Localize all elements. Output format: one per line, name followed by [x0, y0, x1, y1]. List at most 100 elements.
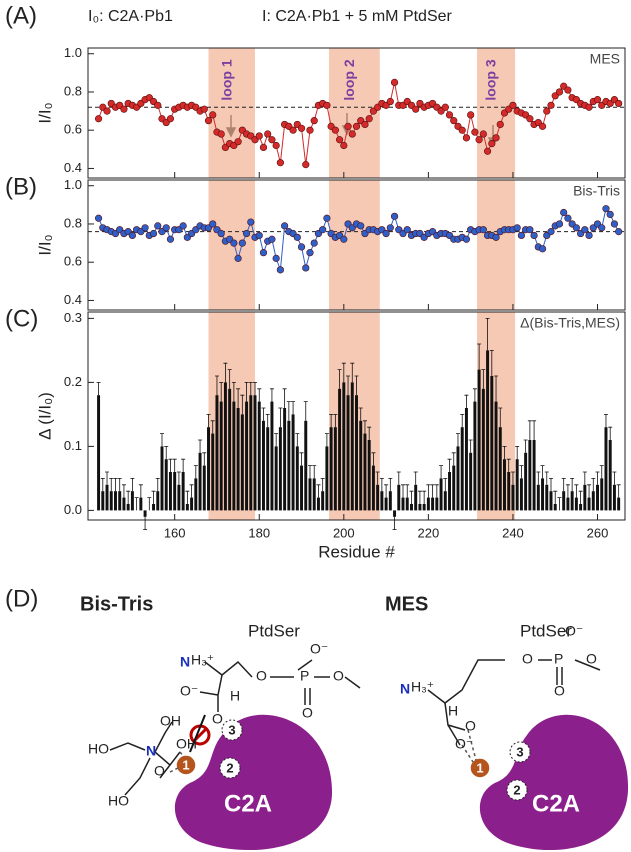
y-tick-label: 0.3: [64, 310, 82, 325]
bar: [541, 478, 545, 511]
data-point: [247, 218, 255, 226]
bar: [126, 504, 130, 511]
error-bar: [443, 478, 448, 492]
error-bar: [274, 433, 279, 447]
bar: [388, 491, 392, 511]
data-point: [103, 107, 111, 115]
bar: [566, 497, 570, 511]
atom: O⁻: [455, 736, 473, 752]
bar: [617, 497, 621, 511]
diagram-title: Bis-Tris: [80, 593, 153, 615]
data-point: [154, 101, 162, 109]
data-point: [128, 231, 136, 240]
data-point: [276, 159, 284, 167]
bar: [105, 484, 109, 511]
atom: N: [400, 681, 410, 697]
data-point: [479, 226, 487, 234]
atom: O: [465, 718, 476, 734]
error-bar: [214, 375, 219, 396]
error-bar: [358, 407, 363, 421]
atom: O: [522, 651, 533, 667]
atom: H₃⁺: [411, 679, 434, 695]
error-bar: [468, 439, 473, 453]
data-point: [365, 115, 373, 123]
error-bar: [257, 388, 262, 402]
data-point: [513, 224, 521, 232]
data-point: [335, 136, 344, 144]
x-tick-label: 220: [418, 525, 440, 540]
data-point: [564, 86, 572, 94]
site-label: 3: [228, 722, 235, 737]
error-bar: [248, 382, 253, 396]
atom: OH: [176, 736, 197, 752]
error-bar: [561, 478, 566, 492]
data-point: [94, 115, 103, 123]
bar: [363, 433, 367, 511]
bar: [346, 395, 350, 511]
bar: [574, 497, 578, 511]
data-point: [272, 141, 280, 150]
bar: [409, 504, 413, 511]
bar: [477, 369, 481, 511]
data-point: [564, 214, 572, 222]
error-bar: [159, 433, 164, 447]
error-bar: [553, 490, 558, 504]
loop-region: [477, 180, 516, 310]
bar: [511, 484, 515, 511]
atom: O: [586, 651, 597, 667]
error-bar: [591, 478, 596, 492]
atom: O: [554, 683, 565, 699]
error-bar: [388, 478, 393, 492]
error-bar: [240, 394, 245, 415]
bar: [164, 459, 168, 511]
atom: O⁻: [180, 683, 198, 699]
bar: [439, 478, 443, 511]
data-point: [488, 139, 496, 148]
error-bar: [113, 478, 118, 492]
bar: [380, 491, 384, 511]
data-point: [615, 228, 623, 236]
bar: [418, 504, 422, 511]
bar: [181, 472, 185, 511]
data-point: [526, 115, 534, 123]
error-bar: [126, 490, 131, 504]
data-point: [268, 235, 276, 243]
bar: [448, 472, 452, 511]
panel-label: Δ(Bis-Tris,MES): [520, 315, 620, 331]
bar: [190, 497, 194, 511]
atom: H₃⁺: [191, 652, 214, 668]
site: [506, 779, 528, 801]
data-point: [276, 266, 284, 274]
data-point: [543, 107, 551, 115]
error-bar: [185, 490, 190, 504]
data-point: [166, 115, 175, 123]
data-point: [526, 226, 534, 234]
site-label: 3: [516, 744, 523, 759]
bar: [545, 484, 549, 511]
data-point: [610, 220, 619, 228]
error-bar: [227, 369, 232, 389]
error-bar: [498, 407, 503, 428]
error-bar: [147, 497, 152, 511]
data-point: [555, 220, 564, 228]
error-bar: [464, 394, 469, 408]
bar: [228, 388, 232, 511]
error-bar: [362, 420, 367, 434]
error-bar: [295, 433, 300, 447]
bar: [397, 484, 401, 511]
diagram-title: MES: [385, 593, 428, 615]
plot-frame: [87, 311, 626, 521]
error-bar: [299, 452, 304, 466]
data-point: [141, 224, 149, 232]
bar: [143, 510, 147, 517]
error-bar: [375, 471, 380, 485]
error-bar: [401, 484, 406, 498]
error-bar: [121, 484, 126, 498]
bar: [300, 465, 304, 511]
data-point: [306, 249, 314, 257]
atom: H: [448, 703, 458, 719]
bar: [562, 491, 566, 511]
data-point: [209, 220, 217, 228]
loop-region: [477, 48, 516, 178]
data-point: [585, 103, 593, 111]
